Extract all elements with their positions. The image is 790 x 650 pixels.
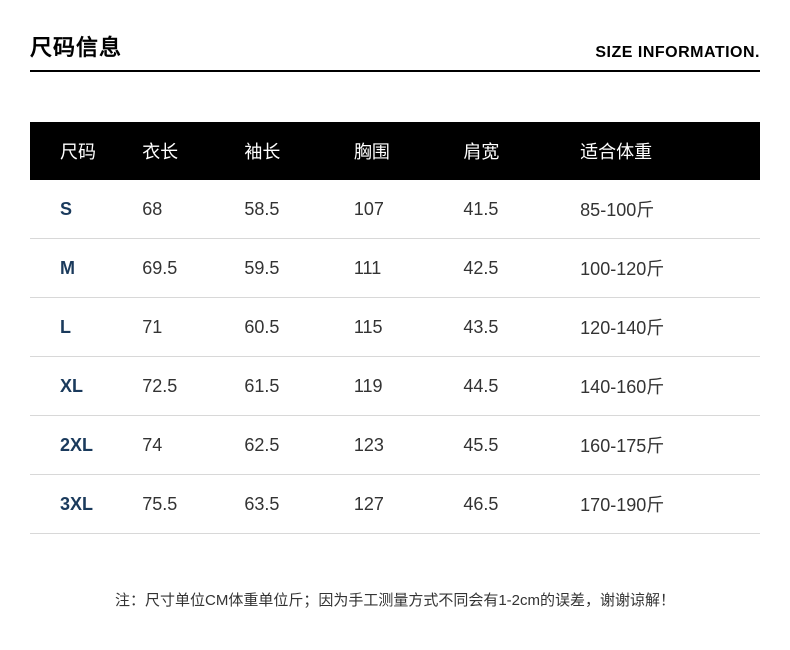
table-cell: 85-100斤 [570,180,760,239]
table-cell: 100-120斤 [570,239,760,298]
table-cell: 140-160斤 [570,357,760,416]
col-header-size: 尺码 [30,122,132,180]
table-cell: L [30,298,132,357]
table-row: 3XL75.563.512746.5170-190斤 [30,475,760,534]
table-cell: 107 [344,180,454,239]
table-cell: 75.5 [132,475,234,534]
table-header-row: 尺码 衣长 袖长 胸围 肩宽 适合体重 [30,122,760,180]
table-cell: 71 [132,298,234,357]
table-cell: 41.5 [453,180,570,239]
table-row: L7160.511543.5120-140斤 [30,298,760,357]
col-header-shoulder: 肩宽 [453,122,570,180]
table-cell: 42.5 [453,239,570,298]
table-cell: 58.5 [234,180,344,239]
table-row: S6858.510741.585-100斤 [30,180,760,239]
header: 尺码信息 SIZE INFORMATION. [30,30,760,72]
title-chinese: 尺码信息 [30,30,122,62]
table-cell: 127 [344,475,454,534]
table-cell: 111 [344,239,454,298]
table-row: M69.559.511142.5100-120斤 [30,239,760,298]
table-cell: 2XL [30,416,132,475]
table-cell: 160-175斤 [570,416,760,475]
table-cell: 74 [132,416,234,475]
table-cell: 69.5 [132,239,234,298]
table-cell: 72.5 [132,357,234,416]
table-cell: 62.5 [234,416,344,475]
table-row: XL72.561.511944.5140-160斤 [30,357,760,416]
footnote-text: 注：尺寸单位CM体重单位斤；因为手工测量方式不同会有1-2cm的误差，谢谢谅解！ [30,589,760,610]
col-header-length: 衣长 [132,122,234,180]
table-cell: 68 [132,180,234,239]
table-cell: 63.5 [234,475,344,534]
table-cell: 3XL [30,475,132,534]
table-cell: S [30,180,132,239]
table-cell: 59.5 [234,239,344,298]
col-header-sleeve: 袖长 [234,122,344,180]
table-cell: 60.5 [234,298,344,357]
table-cell: 61.5 [234,357,344,416]
title-english: SIZE INFORMATION. [595,44,760,62]
table-cell: 120-140斤 [570,298,760,357]
table-cell: 46.5 [453,475,570,534]
table-row: 2XL7462.512345.5160-175斤 [30,416,760,475]
table-cell: XL [30,357,132,416]
table-cell: 45.5 [453,416,570,475]
table-cell: 43.5 [453,298,570,357]
table-cell: 115 [344,298,454,357]
table-cell: M [30,239,132,298]
table-cell: 170-190斤 [570,475,760,534]
col-header-chest: 胸围 [344,122,454,180]
col-header-weight: 适合体重 [570,122,760,180]
table-cell: 44.5 [453,357,570,416]
table-cell: 119 [344,357,454,416]
table-cell: 123 [344,416,454,475]
size-table: 尺码 衣长 袖长 胸围 肩宽 适合体重 S6858.510741.585-100… [30,122,760,534]
